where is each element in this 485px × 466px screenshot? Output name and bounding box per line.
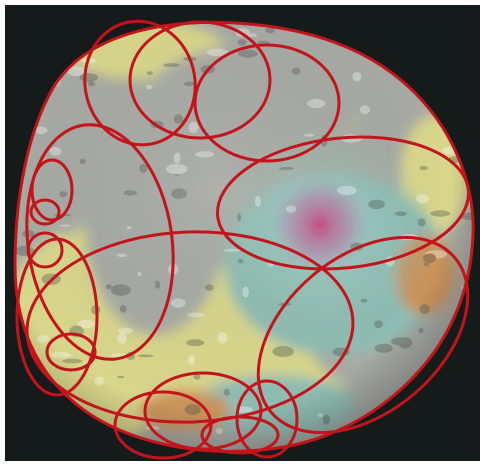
- ellipse-left-bottom-small: [45, 332, 97, 372]
- ellipse-lower-right: [256, 235, 470, 435]
- globe-outline: [13, 20, 475, 453]
- ellipse-top-center: [128, 20, 272, 140]
- red-ellipse-overlays: [13, 19, 475, 460]
- ellipse-top-left: [83, 19, 197, 147]
- globe-scene: [5, 5, 480, 461]
- ellipse-right-large: [216, 135, 470, 271]
- ellipse-left-small-1: [30, 158, 74, 222]
- ellipse-left-lower: [15, 237, 99, 397]
- ellipse-top-right: [193, 43, 341, 163]
- ellipse-bottom-4: [235, 379, 299, 459]
- ellipse-bottom-2: [143, 371, 263, 451]
- ellipse-center-large: [25, 230, 355, 424]
- ellipse-left-small-3: [26, 231, 64, 269]
- ellipse-bottom-3: [200, 415, 280, 455]
- ellipse-left-small-2: [29, 198, 61, 226]
- image-panel: [5, 5, 480, 461]
